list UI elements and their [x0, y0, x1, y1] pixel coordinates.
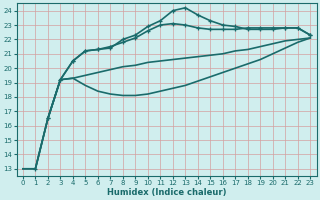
X-axis label: Humidex (Indice chaleur): Humidex (Indice chaleur) — [107, 188, 226, 197]
